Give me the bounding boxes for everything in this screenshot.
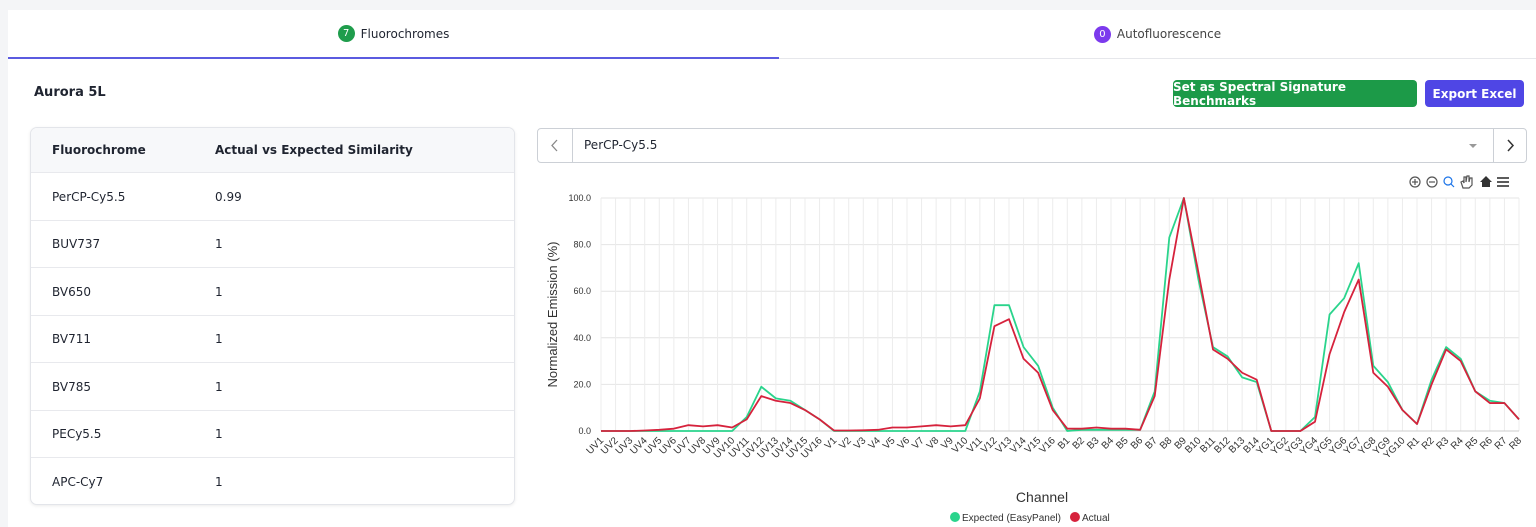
selected-value: PerCP-Cy5.5 xyxy=(584,138,658,152)
similarity-value: 1 xyxy=(215,332,223,346)
y-tick-label: 20.0 xyxy=(573,379,591,389)
tab-count: 7 xyxy=(337,25,355,42)
fluorochrome-name: PECy5.5 xyxy=(52,427,102,441)
fluorochrome-name: BUV737 xyxy=(52,237,101,251)
table-row: BUV737 1 xyxy=(31,219,514,268)
table-row: BV785 1 xyxy=(31,362,514,410)
y-tick-label: 60.0 xyxy=(573,286,591,296)
column-header: Actual vs Expected Similarity xyxy=(215,143,413,157)
benchmark-button[interactable]: Set as Spectral Signature Benchmarks xyxy=(1173,80,1417,108)
export-button[interactable]: Export Excel xyxy=(1425,80,1524,107)
table-row: APC-Cy7 1 xyxy=(31,457,514,504)
similarity-value: 1 xyxy=(215,427,223,441)
table-row: PerCP-Cy5.5 0.99 xyxy=(31,172,514,220)
dropdown-caret xyxy=(1469,144,1477,148)
table-row: PECy5.5 1 xyxy=(31,409,514,458)
similarity-value: 1 xyxy=(215,379,223,394)
similarity-table: Fluorochrome Actual vs Expected Similari… xyxy=(30,127,515,505)
pan-icon[interactable] xyxy=(1460,175,1473,189)
zoom-out-icon[interactable] xyxy=(1426,176,1438,188)
reset-icon[interactable] xyxy=(1480,176,1492,187)
similarity-value: 0.99 xyxy=(215,189,242,204)
legend: Expected (EasyPanel) Actual xyxy=(950,512,1110,524)
prev-icon xyxy=(551,139,558,152)
x-tick-label: R8 xyxy=(1507,435,1524,452)
fluorochrome-name: BV711 xyxy=(52,332,91,346)
legend-marker xyxy=(950,512,960,522)
prev-button[interactable] xyxy=(538,129,573,162)
y-tick-label: 100.0 xyxy=(568,193,591,203)
fluorochrome-name: APC-Cy7 xyxy=(52,474,104,489)
table-header: Fluorochrome Actual vs Expected Similari… xyxy=(31,128,514,172)
tab[interactable]: 0 Autofluorescence xyxy=(779,10,1536,59)
fluorochrome-name: BV650 xyxy=(52,284,91,299)
y-tick-label: 0.0 xyxy=(578,426,591,436)
instrument-name: Aurora 5L xyxy=(34,85,106,100)
next-button[interactable] xyxy=(1493,129,1527,162)
series-line xyxy=(601,197,1520,432)
y-tick-label: 80.0 xyxy=(573,240,591,250)
y-axis-title: Normalized Emission (%) xyxy=(545,242,560,388)
table-row: BV650 1 xyxy=(31,267,514,315)
legend-label: Actual xyxy=(1082,513,1110,524)
chart: 0.020.040.060.080.0100.0UV1UV2UV3UV4UV5U… xyxy=(545,175,1524,524)
x-axis-title: Channel xyxy=(1016,489,1068,505)
tab-label: Autofluorescence xyxy=(1116,27,1222,41)
fluorochrome-name: BV785 xyxy=(52,379,91,394)
series-line xyxy=(601,197,1520,432)
tab-label: Fluorochromes xyxy=(360,26,450,41)
legend-marker xyxy=(1069,512,1080,522)
column-header: Fluorochrome xyxy=(52,143,146,157)
fluorochrome-name: PerCP-Cy5.5 xyxy=(52,189,126,204)
tab[interactable]: 7 Fluorochromes xyxy=(8,10,779,59)
zoom-icon[interactable] xyxy=(1443,176,1455,188)
legend-label: Expected (EasyPanel) xyxy=(962,513,1061,524)
similarity-value: 1 xyxy=(215,284,223,299)
table-row: BV711 1 xyxy=(31,314,514,363)
similarity-value: 1 xyxy=(215,237,223,251)
fluorochrome-selector[interactable]: PerCP-Cy5.5 xyxy=(537,128,1527,163)
y-tick-label: 40.0 xyxy=(573,333,591,343)
tab-count: 0 xyxy=(1093,25,1111,43)
x-tick-label: V16 xyxy=(1037,435,1058,456)
next-icon xyxy=(1507,139,1515,152)
menu-icon[interactable] xyxy=(1497,177,1509,187)
similarity-value: 1 xyxy=(215,474,223,489)
chart-toolbar xyxy=(1409,175,1509,189)
zoom-in-icon[interactable] xyxy=(1409,176,1421,188)
